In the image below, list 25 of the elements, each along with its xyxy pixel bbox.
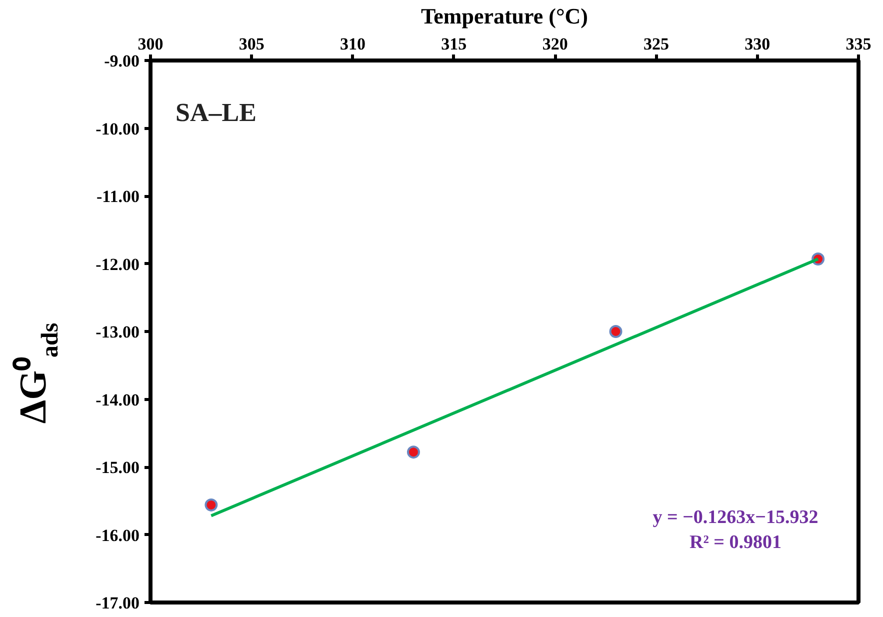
annotation: y = −0.1263x−15.932 [652,507,818,528]
y-axis-title: ΔG⁰ads [12,322,64,424]
y-tick-label: -13.00 [96,322,140,342]
y-tick-label: -17.00 [96,594,140,612]
y-tick-label: -12.00 [96,254,140,274]
y-tick-label: -15.00 [96,458,140,477]
x-tick-label: 335 [846,34,872,54]
y-tick-label: -16.00 [96,526,140,545]
x-tick-label: 315 [441,34,467,54]
x-tick-label: 325 [643,34,669,54]
y-tick-label: -9.00 [104,52,140,70]
annotation: SA–LE [176,98,256,127]
point [609,325,622,338]
x-tick-label: 330 [744,34,770,54]
x-tick-label: 310 [340,34,366,54]
point [204,498,218,512]
y-tick-label: -10.00 [96,119,140,138]
x-tick-label: 305 [238,34,264,54]
point [406,446,420,459]
x-axis-title: Temperature (°C) [420,4,588,28]
y-tick-label: -11.00 [96,187,140,206]
x-tick-label: 320 [542,34,568,54]
x-tick-label: 300 [138,34,164,54]
annotation: R² = 0.9801 [690,532,782,553]
y-tick-label: -14.00 [96,390,140,410]
